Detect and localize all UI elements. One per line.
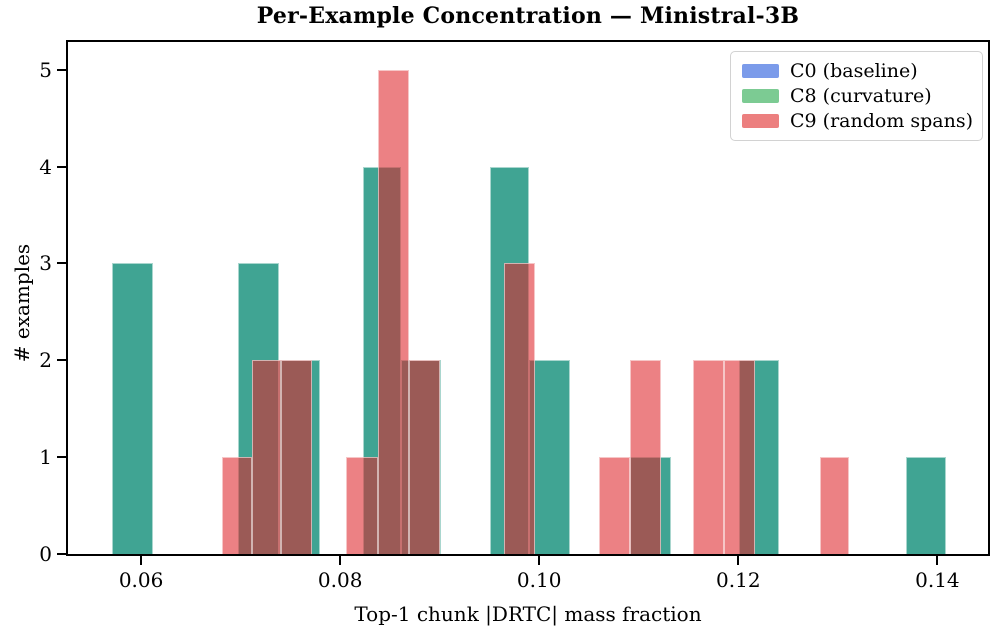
y-tick-label: 3 bbox=[39, 251, 52, 276]
x-tick-label: 0.08 bbox=[317, 568, 363, 592]
y-tick-label: 4 bbox=[39, 154, 52, 179]
y-tick-label: 0 bbox=[39, 542, 52, 566]
legend: C0 (baseline) C8 (curvature) C9 (random … bbox=[730, 51, 983, 141]
hist-bar-c9 bbox=[629, 360, 661, 554]
hist-bar-c8 bbox=[112, 263, 153, 554]
x-tick-label: 0.06 bbox=[118, 568, 164, 592]
y-tick-mark bbox=[57, 165, 66, 168]
legend-item-c0: C0 (baseline) bbox=[742, 60, 971, 82]
x-tick-mark bbox=[737, 556, 740, 565]
legend-item-c8: C8 (curvature) bbox=[742, 85, 971, 107]
legend-swatch-c0 bbox=[742, 63, 779, 78]
hist-bar-c9 bbox=[346, 457, 378, 554]
hist-bar-c9 bbox=[724, 360, 756, 554]
x-axis-label: Top-1 chunk |DRTC| mass fraction bbox=[354, 602, 702, 626]
chart-title: Per-Example Concentration — Ministral-3B bbox=[256, 3, 800, 29]
legend-label-c9: C9 (random spans) bbox=[790, 110, 974, 133]
x-tick-label: 0.10 bbox=[516, 568, 562, 592]
hist-bar-c9 bbox=[599, 457, 630, 554]
hist-bar-c9 bbox=[281, 360, 313, 554]
y-tick-mark bbox=[57, 68, 66, 71]
y-tick-label: 2 bbox=[39, 348, 52, 373]
y-tick-mark bbox=[57, 262, 66, 265]
hist-bar-c9 bbox=[504, 263, 536, 554]
y-tick-label: 1 bbox=[39, 445, 52, 470]
x-tick-mark bbox=[538, 556, 541, 565]
hist-bar-c9 bbox=[408, 360, 440, 554]
hist-bar-c9 bbox=[820, 457, 849, 554]
x-tick-label: 0.14 bbox=[915, 568, 960, 592]
hist-bar-c9 bbox=[251, 360, 282, 554]
legend-item-c9: C9 (random spans) bbox=[742, 110, 974, 133]
x-tick-mark bbox=[140, 556, 143, 565]
legend-label-c8: C8 (curvature) bbox=[790, 84, 932, 107]
x-tick-mark bbox=[339, 556, 342, 565]
y-tick-label: 5 bbox=[39, 57, 52, 82]
y-tick-mark bbox=[57, 553, 66, 555]
legend-swatch-c8 bbox=[742, 88, 779, 103]
hist-bar-c9 bbox=[692, 360, 725, 554]
hist-bar-c9 bbox=[221, 457, 252, 554]
legend-label-c0: C0 (baseline) bbox=[790, 59, 918, 82]
hist-bar-c8 bbox=[529, 360, 571, 554]
y-tick-mark bbox=[57, 359, 66, 362]
hist-bar-c9 bbox=[378, 69, 409, 554]
y-tick-mark bbox=[57, 456, 66, 459]
hist-bar-c8 bbox=[905, 457, 947, 554]
x-tick-mark bbox=[936, 556, 939, 565]
x-tick-label: 0.12 bbox=[716, 568, 761, 592]
histogram-bars-layer bbox=[68, 42, 988, 554]
legend-swatch-c9 bbox=[742, 114, 779, 129]
